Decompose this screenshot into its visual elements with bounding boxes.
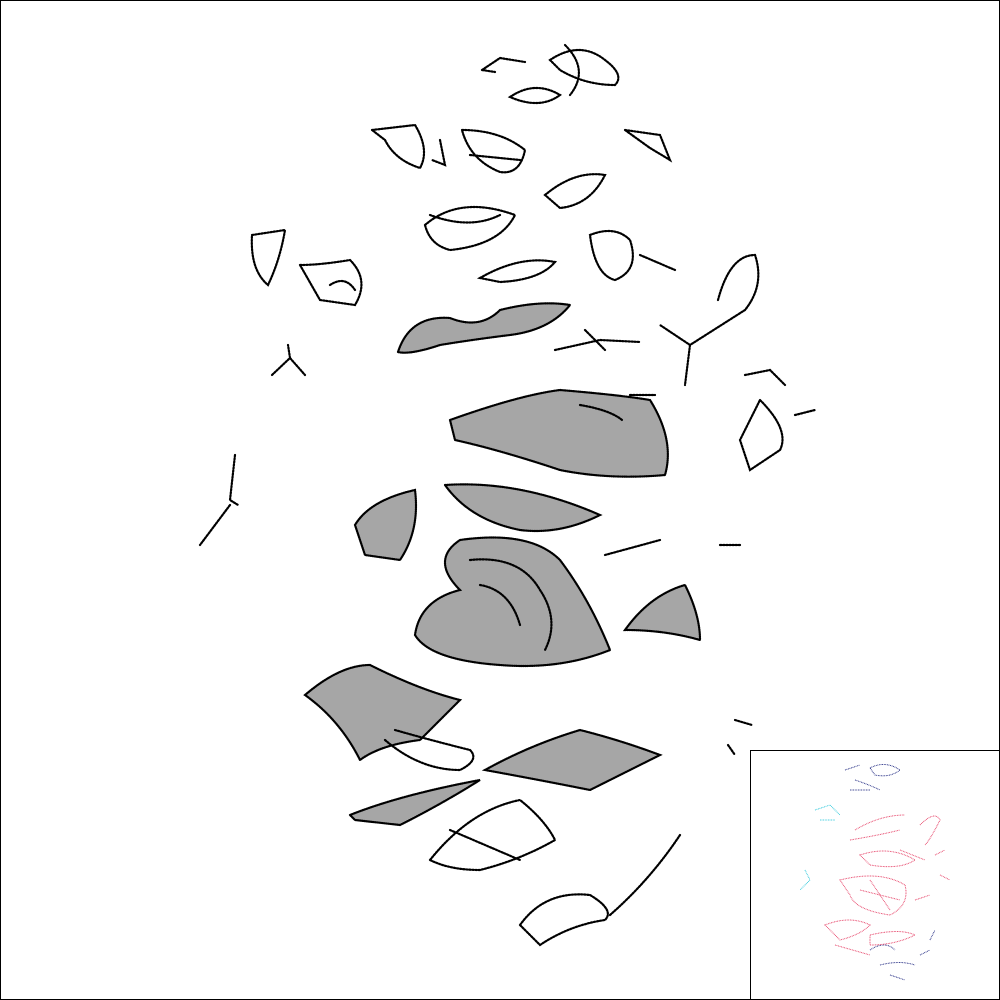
cluster [548,43,620,97]
inset [750,750,1000,1000]
cluster [553,328,642,352]
cluster [658,253,760,387]
inset-border [750,750,1000,1000]
cluster [348,778,481,827]
cluster [369,123,447,170]
cluster [428,798,557,872]
cluster [588,229,677,282]
cluster [448,388,669,478]
cluster [543,173,607,210]
cluster [460,128,527,174]
cluster [624,128,673,163]
cluster [270,343,307,377]
cluster [603,538,742,557]
cluster [383,728,475,772]
cluster [468,558,553,652]
cluster [726,718,754,757]
cluster [738,368,817,472]
cluster [518,833,682,947]
cluster [476,259,558,284]
cluster [396,302,573,354]
cluster [507,86,562,105]
cluster [198,453,240,547]
cluster [250,228,363,307]
cluster [578,393,657,422]
cluster [480,56,527,74]
cluster [423,205,517,252]
cluster [353,488,418,562]
cluster [481,728,663,792]
cluster [622,583,702,642]
cluster [442,483,603,533]
point-clusters [198,43,817,947]
inset-clusters [799,764,951,981]
cluster [413,536,612,668]
